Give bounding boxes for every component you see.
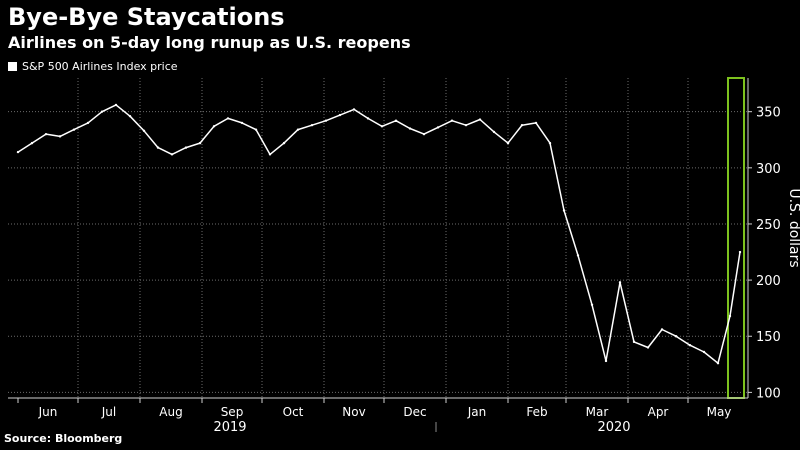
data-point — [240, 121, 244, 125]
data-point — [72, 128, 76, 131]
data-point — [738, 250, 742, 254]
data-point — [422, 132, 426, 136]
x-tick-label: Jan — [467, 405, 487, 419]
data-point — [590, 303, 594, 307]
data-point — [562, 209, 566, 212]
chart-subtitle: Airlines on 5-day long runup as U.S. reo… — [8, 33, 411, 52]
data-point — [128, 114, 132, 118]
data-point — [100, 110, 104, 113]
x-tick-label: Jul — [101, 405, 116, 419]
data-point — [576, 254, 580, 257]
year-label: 2019 — [213, 420, 246, 435]
y-tick-label: 300 — [756, 162, 781, 177]
data-point — [464, 123, 468, 127]
data-point — [660, 328, 664, 331]
source-note: Source: Bloomberg — [4, 432, 123, 445]
data-point — [86, 121, 90, 125]
data-point — [478, 118, 482, 121]
data-point — [728, 314, 732, 318]
data-point — [436, 126, 440, 129]
data-point — [366, 117, 370, 120]
data-point — [646, 346, 650, 349]
x-tick-label: Jun — [38, 405, 58, 419]
data-point — [142, 129, 146, 132]
x-tick-label: Aug — [159, 405, 182, 419]
legend-label: S&P 500 Airlines Index price — [22, 60, 178, 73]
y-tick-label: 150 — [756, 330, 781, 345]
data-point — [450, 119, 454, 122]
data-point — [674, 335, 678, 338]
data-point — [16, 150, 20, 154]
x-tick-label: May — [707, 405, 732, 419]
data-point — [618, 281, 622, 284]
y-tick-label: 250 — [756, 218, 781, 233]
data-point — [534, 121, 538, 125]
data-point — [156, 146, 160, 149]
data-point — [394, 119, 398, 122]
data-point — [324, 119, 328, 122]
y-tick-label: 350 — [756, 106, 781, 121]
y-axis-label: U.S. dollars — [786, 188, 800, 267]
data-point — [632, 340, 636, 344]
x-tick-label: Mar — [586, 405, 609, 419]
data-point — [254, 128, 258, 131]
data-point — [492, 130, 496, 134]
data-point — [310, 123, 314, 127]
data-point — [338, 113, 342, 117]
data-point — [268, 153, 272, 156]
legend-swatch — [8, 62, 17, 71]
data-point — [58, 135, 62, 138]
x-tick-label: Sep — [221, 405, 244, 419]
data-point — [520, 123, 524, 127]
data-point — [604, 359, 608, 363]
data-point — [716, 361, 720, 365]
year-label: 2020 — [597, 420, 630, 435]
x-tick-label: Nov — [342, 405, 365, 419]
data-point — [198, 141, 202, 145]
data-point — [212, 125, 216, 128]
y-tick-label: 200 — [756, 274, 781, 289]
data-point — [352, 108, 356, 111]
y-tick-label: 100 — [756, 386, 781, 401]
data-point — [548, 141, 552, 145]
data-point — [688, 344, 692, 347]
data-point — [702, 350, 706, 354]
data-point — [282, 141, 286, 145]
data-point — [170, 153, 174, 156]
x-tick-label: Oct — [283, 405, 304, 419]
x-tick-label: Dec — [403, 405, 426, 419]
legend: S&P 500 Airlines Index price — [8, 60, 178, 73]
data-point — [30, 141, 34, 145]
series-line — [17, 104, 741, 364]
data-point — [44, 132, 48, 136]
chart-title: Bye-Bye Staycations — [8, 3, 285, 31]
data-point — [226, 117, 230, 120]
highlight-region — [727, 77, 745, 399]
data-point — [408, 127, 412, 130]
data-point — [184, 146, 188, 149]
data-point — [506, 141, 510, 145]
x-tick-label: Feb — [526, 405, 547, 419]
data-point — [114, 103, 118, 107]
data-point — [296, 128, 300, 131]
data-point — [380, 125, 384, 128]
x-tick-label: Apr — [648, 405, 669, 419]
